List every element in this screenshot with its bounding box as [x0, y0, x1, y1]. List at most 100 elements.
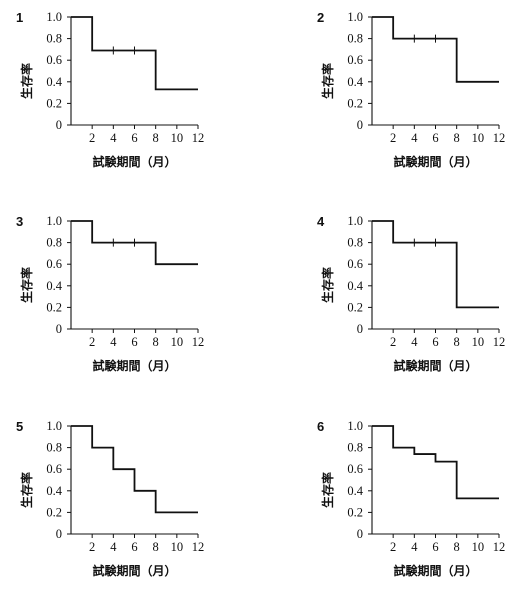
x-axis-label: 試験期間（月）	[92, 154, 176, 169]
x-tick-label: 8	[153, 540, 159, 554]
y-axis-label: 生存率	[19, 472, 34, 508]
panel-label: 1	[16, 10, 23, 25]
x-tick-label: 12	[192, 335, 205, 349]
survival-curve	[71, 425, 198, 514]
axis-frame	[371, 426, 499, 535]
x-tick-label: 8	[153, 335, 159, 349]
survival-curve	[71, 220, 198, 266]
y-tick-label: 0.2	[46, 96, 62, 110]
y-tick-label: 0.4	[46, 279, 62, 293]
x-tick-label: 6	[432, 131, 438, 145]
y-tick-label: 0.2	[347, 96, 363, 110]
x-tick-label: 10	[171, 335, 184, 349]
x-tick-label: 4	[411, 131, 418, 145]
y-tick-label: 0	[357, 322, 363, 336]
y-tick-label: 0.8	[46, 236, 62, 250]
panel-label: 5	[16, 419, 23, 434]
y-tick-label: 0.8	[347, 236, 363, 250]
y-axis-label: 生存率	[320, 267, 335, 303]
y-tick-label: 0.6	[46, 462, 62, 476]
y-tick-label: 0.4	[347, 279, 363, 293]
panel-label: 3	[16, 214, 23, 229]
y-tick-label: 0.8	[347, 32, 363, 46]
axis-frame	[371, 221, 499, 330]
x-tick-label: 2	[390, 131, 396, 145]
y-tick-label: 0.6	[46, 257, 62, 271]
x-axis-label: 試験期間（月）	[393, 154, 477, 169]
survival-curve	[372, 16, 499, 83]
x-tick-label: 10	[171, 131, 184, 145]
panel-label: 6	[317, 419, 324, 434]
y-tick-label: 0.4	[347, 75, 363, 89]
y-tick-label: 1.0	[46, 419, 62, 433]
y-tick-label: 0	[56, 527, 62, 541]
x-tick-label: 6	[432, 335, 438, 349]
x-tick-label: 4	[411, 335, 418, 349]
axis-frame	[371, 17, 499, 126]
x-tick-label: 12	[192, 131, 205, 145]
x-tick-label: 10	[472, 131, 485, 145]
x-tick-label: 12	[192, 540, 205, 554]
y-axis-label: 生存率	[19, 267, 34, 303]
y-tick-label: 0.6	[347, 257, 363, 271]
y-tick-label: 0.4	[46, 75, 62, 89]
x-tick-label: 4	[110, 540, 117, 554]
x-tick-label: 10	[472, 335, 485, 349]
y-tick-label: 0.6	[46, 53, 62, 67]
x-tick-label: 10	[472, 540, 485, 554]
x-axis-label: 試験期間（月）	[393, 563, 477, 578]
y-tick-label: 1.0	[46, 10, 62, 24]
x-tick-label: 8	[153, 131, 159, 145]
x-tick-label: 4	[110, 335, 117, 349]
y-tick-label: 1.0	[347, 10, 363, 24]
y-tick-label: 0	[56, 322, 62, 336]
survival-curve	[372, 220, 499, 309]
x-tick-label: 2	[390, 335, 396, 349]
x-tick-label: 6	[432, 540, 438, 554]
y-tick-label: 0.2	[46, 505, 62, 519]
survival-curve	[372, 425, 499, 500]
y-tick-label: 0.2	[46, 300, 62, 314]
x-tick-label: 12	[493, 131, 506, 145]
x-tick-label: 4	[110, 131, 117, 145]
axis-frame	[70, 221, 198, 330]
y-tick-label: 0.6	[347, 462, 363, 476]
x-tick-label: 2	[89, 335, 95, 349]
x-tick-label: 2	[390, 540, 396, 554]
y-tick-label: 0	[357, 527, 363, 541]
x-tick-label: 12	[493, 540, 506, 554]
x-tick-label: 4	[411, 540, 418, 554]
y-tick-label: 1.0	[347, 214, 363, 228]
x-axis-label: 試験期間（月）	[92, 358, 176, 373]
x-tick-label: 8	[454, 540, 460, 554]
x-tick-label: 12	[493, 335, 506, 349]
y-tick-label: 0.8	[46, 32, 62, 46]
x-tick-label: 10	[171, 540, 184, 554]
y-tick-label: 0.2	[347, 300, 363, 314]
y-tick-label: 0.8	[347, 441, 363, 455]
panel-label: 4	[317, 214, 325, 229]
y-tick-label: 0	[56, 118, 62, 132]
y-axis-label: 生存率	[320, 472, 335, 508]
y-tick-label: 0.2	[347, 505, 363, 519]
x-tick-label: 6	[131, 540, 137, 554]
y-tick-label: 1.0	[46, 214, 62, 228]
x-tick-label: 6	[131, 335, 137, 349]
x-tick-label: 8	[454, 335, 460, 349]
x-tick-label: 6	[131, 131, 137, 145]
y-axis-label: 生存率	[19, 63, 34, 99]
y-tick-label: 0	[357, 118, 363, 132]
axis-frame	[70, 17, 198, 126]
survival-curve	[71, 16, 198, 91]
x-tick-label: 2	[89, 131, 95, 145]
x-tick-label: 2	[89, 540, 95, 554]
y-tick-label: 1.0	[347, 419, 363, 433]
y-tick-label: 0.4	[46, 484, 62, 498]
